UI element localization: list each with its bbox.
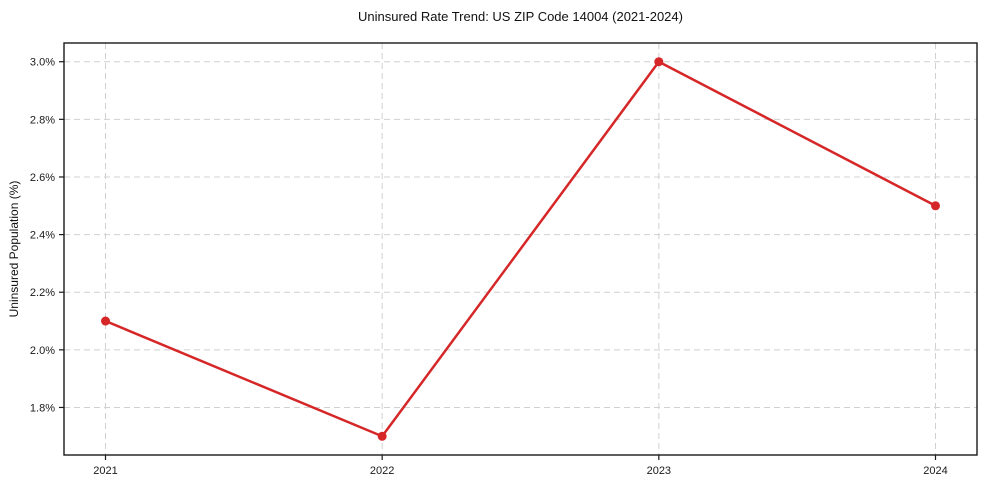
data-point-marker [377, 431, 387, 441]
x-tick-label: 2024 [923, 465, 947, 477]
data-point-marker [101, 316, 110, 326]
x-tick-label: 2023 [647, 465, 671, 477]
y-tick-label: 1.8% [30, 402, 55, 414]
data-point-marker [654, 57, 664, 67]
chart-title: Uninsured Rate Trend: US ZIP Code 14004 … [358, 9, 683, 24]
data-point-marker [931, 201, 940, 211]
y-tick-label: 2.8% [30, 114, 55, 126]
y-tick-label: 3.0% [30, 57, 55, 69]
y-tick-label: 2.2% [30, 287, 55, 299]
x-tick-label: 2021 [93, 465, 117, 477]
y-tick-label: 2.6% [30, 172, 55, 184]
x-tick-label: 2022 [370, 465, 394, 477]
data-line [104, 60, 937, 438]
y-tick-label: 2.4% [30, 230, 55, 242]
y-tick-label: 2.0% [30, 345, 55, 357]
plot-border [63, 42, 978, 456]
